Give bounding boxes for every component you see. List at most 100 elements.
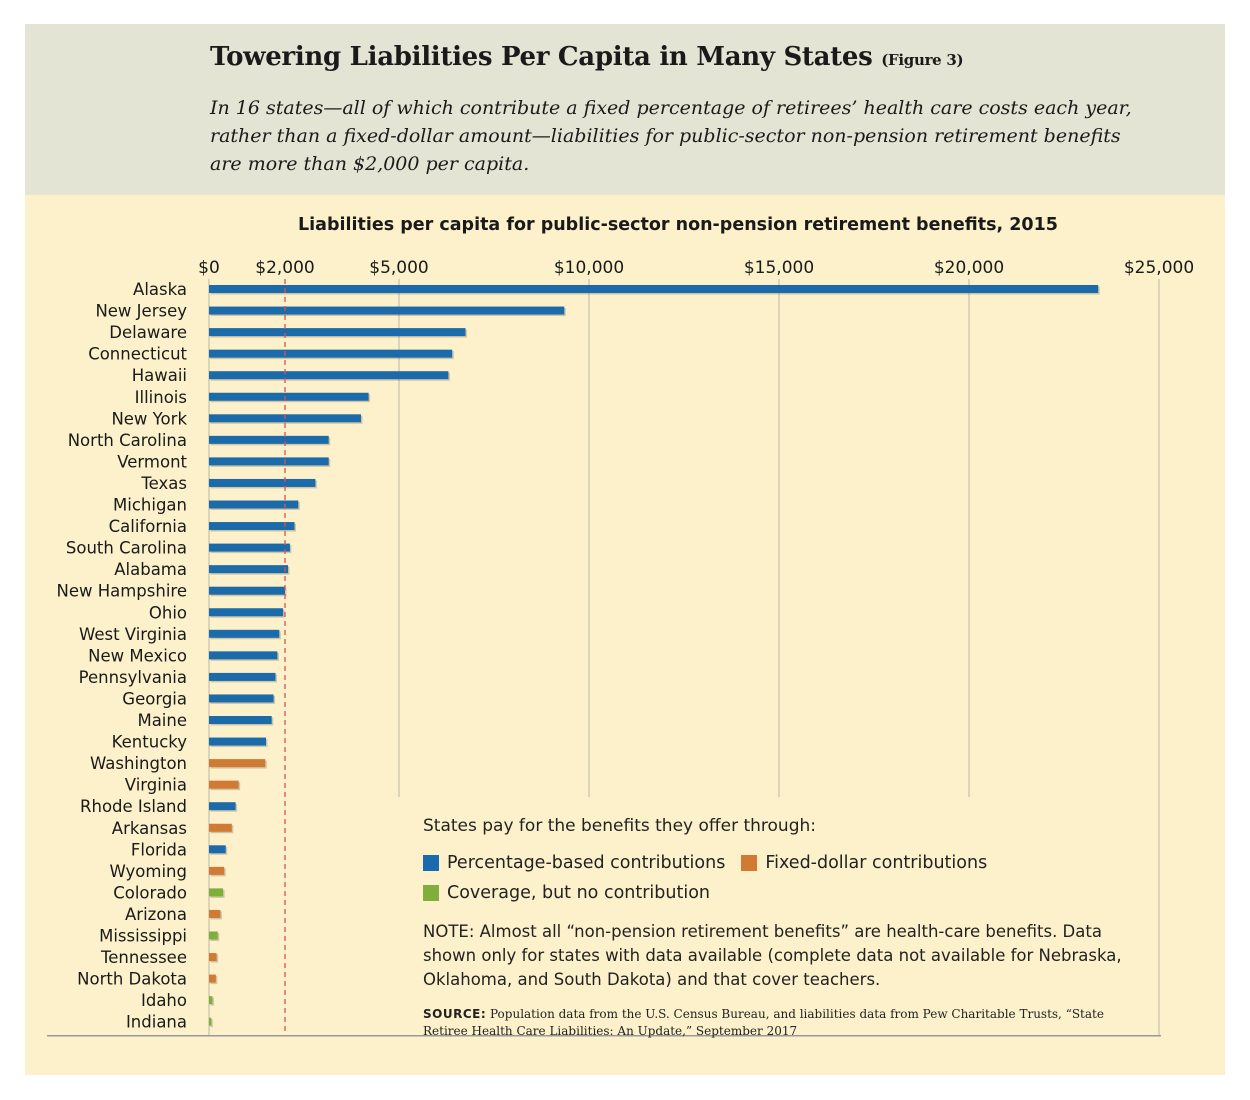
legend-item-percentage: Percentage-based contributions <box>423 853 725 873</box>
bar <box>209 629 280 638</box>
category-label: Virginia <box>125 776 187 795</box>
bar <box>209 716 272 724</box>
bar <box>209 996 213 1005</box>
figure-tag: (Figure 3) <box>881 51 964 69</box>
legend-row-1: Percentage-based contributions Fixed-dol… <box>423 850 1163 876</box>
x-tick-label: $20,000 <box>934 258 1004 278</box>
bar <box>209 1017 212 1026</box>
y-axis-labels: Alaska New Jersey Delaware Connecticut Hawai… <box>56 280 187 1032</box>
bar <box>209 543 290 552</box>
figure-subtitle: In 16 states—all of which contribute a f… <box>210 97 1132 175</box>
category-label: Michigan <box>113 496 187 515</box>
category-label: Texas <box>140 474 187 493</box>
category-label: Hawaii <box>132 366 187 385</box>
category-label: Georgia <box>122 689 187 708</box>
category-label: Alabama <box>114 560 187 579</box>
bar <box>209 866 225 875</box>
source-text: SOURCE: Population data from the U.S. Ce… <box>423 1006 1123 1040</box>
category-label: Mississippi <box>99 927 187 946</box>
source-label: SOURCE: <box>423 1007 487 1021</box>
bar <box>209 392 369 401</box>
category-label: Idaho <box>141 991 187 1010</box>
bar <box>209 328 466 337</box>
bar <box>209 823 232 832</box>
figure-frame: Towering Liabilities Per Capita in Many … <box>25 24 1225 1075</box>
source-body: Population data from the U.S. Census Bur… <box>423 1007 1104 1038</box>
category-label: New Hampshire <box>56 582 187 601</box>
category-label: Wyoming <box>110 862 187 881</box>
category-label: Arizona <box>125 905 187 924</box>
bar <box>209 802 236 811</box>
bar <box>209 780 239 789</box>
legend-swatch-percentage <box>423 855 439 871</box>
bar <box>209 737 266 746</box>
bar-chart: Liabilities per capita for public-sector… <box>47 215 1194 1037</box>
note-text: NOTE: Almost all “non-pension retirement… <box>423 922 1122 989</box>
bar-shadow <box>210 1019 213 1028</box>
category-label: Pennsylvania <box>79 668 187 687</box>
legend-label-fixed: Fixed-dollar contributions <box>765 853 988 873</box>
bar <box>209 457 329 466</box>
category-label: Vermont <box>117 452 187 471</box>
bar <box>209 694 274 703</box>
bar <box>209 522 295 531</box>
figure-title: Towering Liabilities Per Capita in Many … <box>210 42 964 72</box>
bar <box>209 845 226 854</box>
category-label: Washington <box>90 754 187 773</box>
x-tick-label: $0 <box>198 258 220 278</box>
category-label: Colorado <box>113 883 187 902</box>
bar <box>209 953 217 962</box>
bar <box>209 931 218 940</box>
category-label: New York <box>111 409 187 428</box>
category-label: Connecticut <box>88 345 187 364</box>
legend-swatch-fixed <box>741 855 758 871</box>
bar <box>209 371 449 380</box>
category-label: Kentucky <box>112 733 188 752</box>
category-label: Florida <box>131 840 187 859</box>
gridlines <box>208 279 1160 1036</box>
category-label: California <box>109 517 187 536</box>
x-tick-label: $25,000 <box>1124 258 1194 278</box>
category-label: Ohio <box>149 603 187 622</box>
category-label: Arkansas <box>112 819 187 838</box>
x-tick-label: $2,000 <box>255 258 314 278</box>
bar <box>209 435 329 444</box>
figure-header: Towering Liabilities Per Capita in Many … <box>25 24 1225 195</box>
bar <box>209 586 285 595</box>
category-label: North Dakota <box>77 970 187 989</box>
category-label: Maine <box>137 711 187 730</box>
category-label: Alaska <box>133 280 187 299</box>
category-label: New Mexico <box>88 646 187 665</box>
bar <box>209 651 278 660</box>
bar <box>209 608 284 617</box>
bar <box>209 974 216 983</box>
legend-item-fixed: Fixed-dollar contributions <box>741 853 987 873</box>
bar <box>209 565 289 574</box>
legend-item-none: Coverage, but no contribution <box>423 883 710 903</box>
category-label: New Jersey <box>95 302 187 321</box>
legend-row-2: Coverage, but no contribution <box>423 880 1163 906</box>
x-tick-label: $15,000 <box>744 258 814 278</box>
category-label: Indiana <box>126 1013 187 1032</box>
legend-title: States pay for the benefits they offer t… <box>423 816 816 836</box>
category-label: South Carolina <box>66 539 187 558</box>
bar <box>209 349 453 358</box>
bar <box>209 672 276 681</box>
bar <box>209 306 565 315</box>
legend: States pay for the benefits they offer t… <box>423 816 1163 1040</box>
chart-title: Liabilities per capita for public-sector… <box>298 215 1058 235</box>
bar <box>209 909 221 918</box>
title-text: Towering Liabilities Per Capita in Many … <box>210 42 873 72</box>
legend-swatch-none <box>423 885 439 901</box>
category-label: Delaware <box>109 323 187 342</box>
category-label: Rhode Island <box>80 797 187 816</box>
x-tick-label: $5,000 <box>369 258 428 278</box>
legend-label-none: Coverage, but no contribution <box>447 883 711 903</box>
x-axis-ticks: $0 $2,000 $5,000 $10,000 $15,000 $20,000 $25,0… <box>198 258 1194 278</box>
bar <box>209 759 266 768</box>
category-label: West Virginia <box>79 625 187 644</box>
legend-label-percentage: Percentage-based contributions <box>447 853 726 873</box>
bar <box>209 478 316 487</box>
category-label: Illinois <box>135 388 187 407</box>
bar <box>209 500 299 509</box>
